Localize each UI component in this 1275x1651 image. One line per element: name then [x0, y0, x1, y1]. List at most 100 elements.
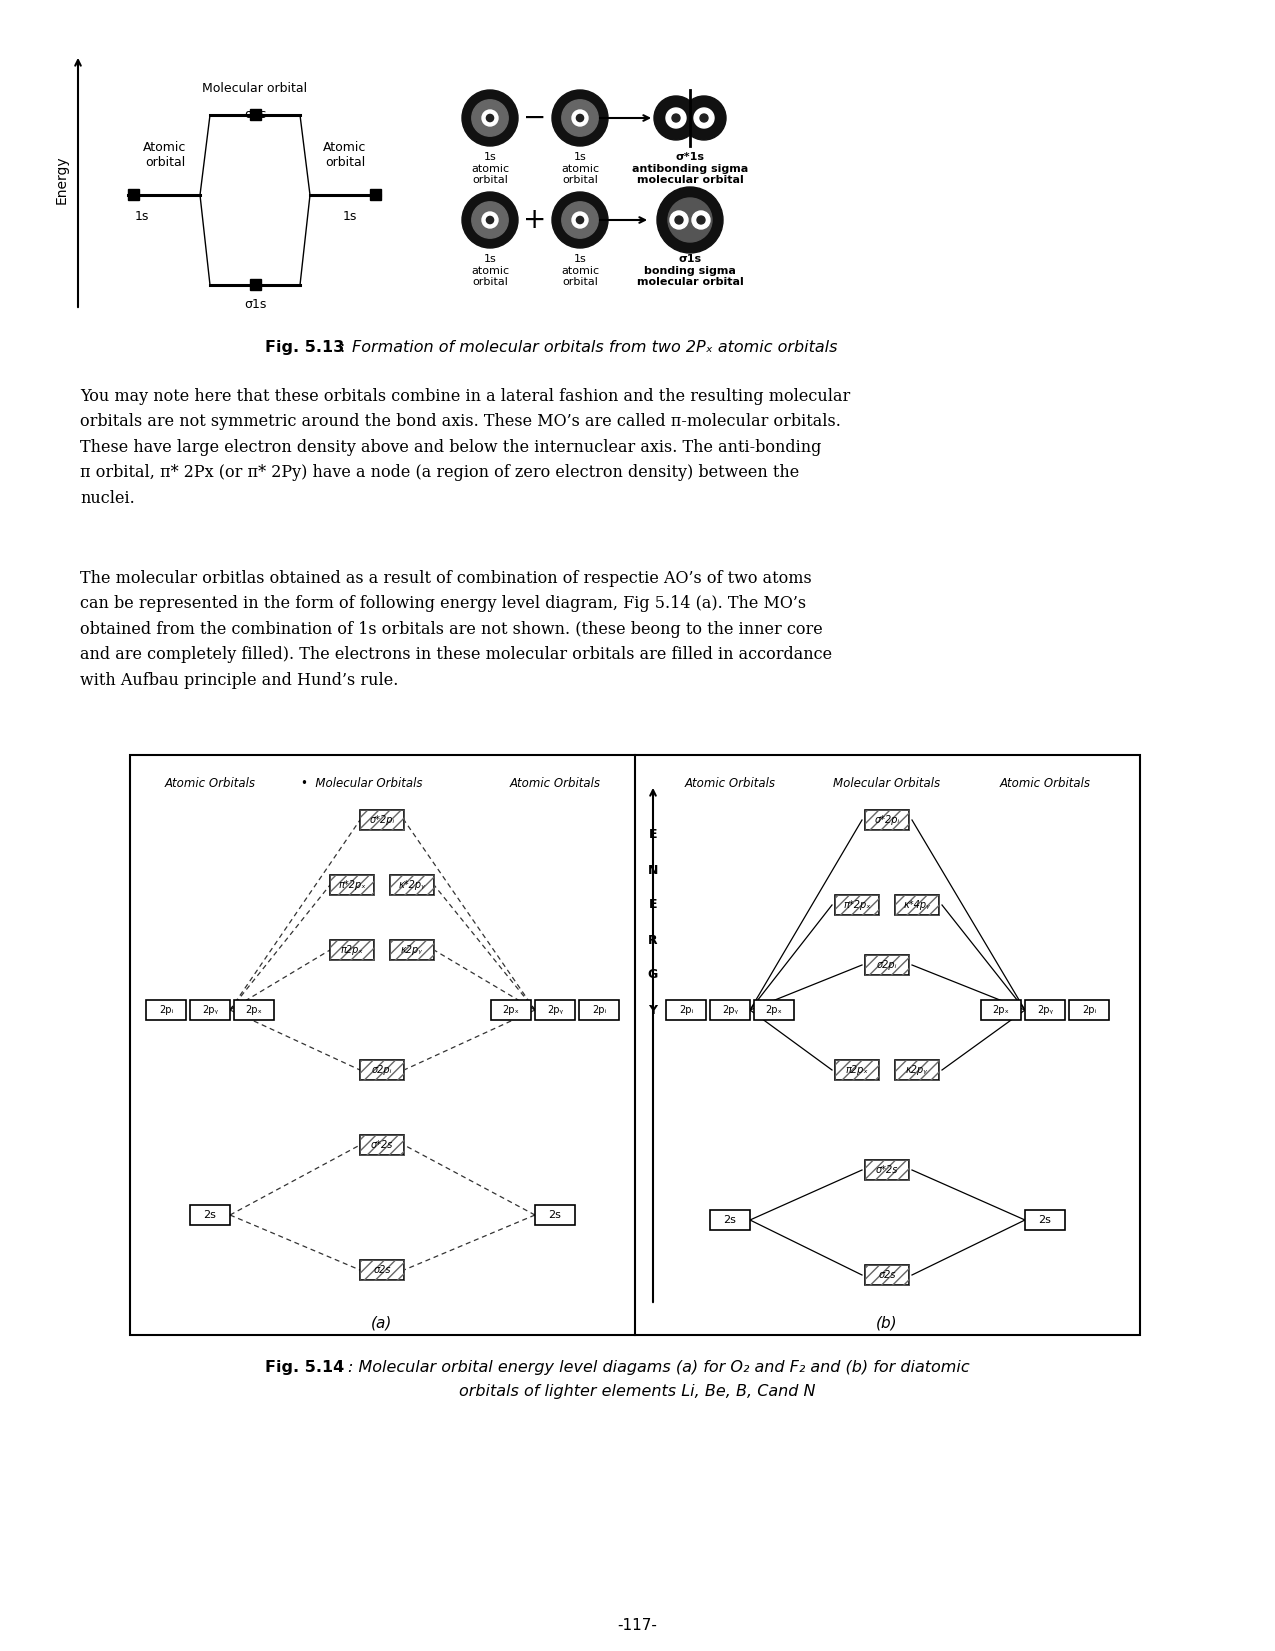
FancyBboxPatch shape	[390, 875, 434, 895]
FancyBboxPatch shape	[330, 875, 374, 895]
Text: :: :	[340, 340, 351, 355]
Circle shape	[472, 99, 509, 135]
FancyBboxPatch shape	[190, 1001, 230, 1020]
Circle shape	[552, 192, 608, 248]
Text: Atomic Orbitals: Atomic Orbitals	[685, 778, 775, 789]
Circle shape	[576, 216, 584, 223]
Circle shape	[666, 107, 686, 129]
Text: π*2pₓ: π*2pₓ	[338, 880, 366, 890]
Text: R: R	[648, 933, 658, 946]
FancyBboxPatch shape	[360, 1060, 404, 1080]
FancyBboxPatch shape	[895, 895, 938, 915]
FancyBboxPatch shape	[579, 1001, 618, 1020]
FancyBboxPatch shape	[754, 1001, 794, 1020]
FancyBboxPatch shape	[536, 1205, 575, 1225]
Circle shape	[668, 198, 711, 243]
Bar	[370, 190, 380, 200]
Text: •  Molecular Orbitals: • Molecular Orbitals	[301, 778, 423, 789]
Text: 2pᵢ: 2pᵢ	[592, 1005, 606, 1015]
Text: 2pₓ: 2pₓ	[765, 1005, 783, 1015]
Text: σ*2pᵢ: σ*2pᵢ	[875, 816, 900, 826]
Circle shape	[472, 201, 509, 238]
Circle shape	[697, 216, 705, 225]
Circle shape	[669, 211, 688, 229]
Text: 2s: 2s	[1039, 1215, 1052, 1225]
Text: σ2s: σ2s	[374, 1265, 390, 1275]
Text: Fig. 5.14: Fig. 5.14	[265, 1360, 344, 1375]
Text: σ2s: σ2s	[878, 1270, 896, 1280]
FancyBboxPatch shape	[536, 1001, 575, 1020]
Text: π*2pₓ: π*2pₓ	[843, 900, 871, 910]
FancyBboxPatch shape	[864, 1161, 909, 1180]
Text: σ*2s: σ*2s	[371, 1139, 393, 1151]
FancyBboxPatch shape	[895, 1060, 938, 1080]
Circle shape	[486, 114, 493, 122]
FancyBboxPatch shape	[980, 1001, 1021, 1020]
Text: Atomic Orbitals: Atomic Orbitals	[1000, 778, 1090, 789]
Text: 2pₓ: 2pₓ	[992, 1005, 1010, 1015]
Text: π2pₓ: π2pₓ	[340, 944, 363, 954]
Text: 2pᵧ: 2pᵧ	[1037, 1005, 1053, 1015]
Bar	[250, 279, 260, 291]
Circle shape	[700, 114, 708, 122]
Text: κ2pᵧ: κ2pᵧ	[402, 944, 423, 954]
Text: (a): (a)	[371, 1316, 393, 1331]
Text: 2s: 2s	[724, 1215, 737, 1225]
FancyBboxPatch shape	[1025, 1210, 1065, 1230]
Text: (b): (b)	[876, 1316, 898, 1331]
Text: Fig. 5.13: Fig. 5.13	[265, 340, 344, 355]
Text: 2pᵢ: 2pᵢ	[1081, 1005, 1096, 1015]
Text: 1s
atomic
orbital: 1s atomic orbital	[470, 254, 509, 287]
Text: 2s: 2s	[204, 1210, 217, 1220]
Circle shape	[674, 216, 683, 225]
FancyBboxPatch shape	[491, 1001, 530, 1020]
Text: κ*2pᵧ: κ*2pᵧ	[399, 880, 426, 890]
Text: 2pᵧ: 2pᵧ	[722, 1005, 738, 1015]
Text: : Molecular orbital energy level diagams (a) for O₂ and F₂ and (b) for diatomic: : Molecular orbital energy level diagams…	[348, 1360, 969, 1375]
FancyBboxPatch shape	[330, 939, 374, 959]
Text: Atomic
orbital: Atomic orbital	[324, 140, 367, 168]
FancyBboxPatch shape	[390, 939, 434, 959]
Circle shape	[576, 114, 584, 122]
FancyBboxPatch shape	[710, 1210, 750, 1230]
Text: -117-: -117-	[617, 1618, 657, 1633]
Text: 1s: 1s	[135, 210, 149, 223]
Text: You may note here that these orbitals combine in a lateral fashion and the resul: You may note here that these orbitals co…	[80, 388, 850, 507]
Circle shape	[462, 91, 518, 145]
Text: σ*2pᵢ: σ*2pᵢ	[370, 816, 395, 826]
Circle shape	[572, 111, 588, 125]
Text: G: G	[648, 969, 658, 981]
Circle shape	[572, 211, 588, 228]
Text: 1s
atomic
orbital: 1s atomic orbital	[470, 152, 509, 185]
Text: σ2pᵢ: σ2pᵢ	[372, 1065, 393, 1075]
Text: Formation of molecular orbitals from two 2Pₓ atomic orbitals: Formation of molecular orbitals from two…	[352, 340, 838, 355]
Bar	[130, 755, 1140, 1336]
Circle shape	[692, 211, 710, 229]
Text: κ*4pᵧ: κ*4pᵧ	[904, 900, 931, 910]
FancyBboxPatch shape	[360, 811, 404, 830]
Bar	[128, 190, 139, 200]
Text: σ*1s
antibonding sigma
molecular orbital: σ*1s antibonding sigma molecular orbital	[632, 152, 748, 185]
Text: 2pᵧ: 2pᵧ	[547, 1005, 564, 1015]
Text: 2pₓ: 2pₓ	[246, 1005, 263, 1015]
Text: E: E	[649, 829, 657, 842]
Circle shape	[552, 91, 608, 145]
Text: 2pᵢ: 2pᵢ	[159, 1005, 173, 1015]
Text: σ1s: σ1s	[244, 297, 266, 310]
Circle shape	[482, 211, 499, 228]
Text: Atomic Orbitals: Atomic Orbitals	[510, 778, 601, 789]
FancyBboxPatch shape	[864, 954, 909, 976]
FancyBboxPatch shape	[864, 811, 909, 830]
Text: Molecular orbital: Molecular orbital	[203, 83, 307, 96]
Text: σ1s: σ1s	[244, 107, 266, 121]
Circle shape	[694, 107, 714, 129]
Circle shape	[657, 187, 723, 253]
FancyBboxPatch shape	[1068, 1001, 1109, 1020]
FancyBboxPatch shape	[666, 1001, 706, 1020]
Text: −: −	[523, 104, 547, 132]
Circle shape	[562, 99, 598, 135]
Text: 2pᵢ: 2pᵢ	[678, 1005, 694, 1015]
FancyBboxPatch shape	[147, 1001, 186, 1020]
FancyBboxPatch shape	[235, 1001, 274, 1020]
FancyBboxPatch shape	[1025, 1001, 1065, 1020]
